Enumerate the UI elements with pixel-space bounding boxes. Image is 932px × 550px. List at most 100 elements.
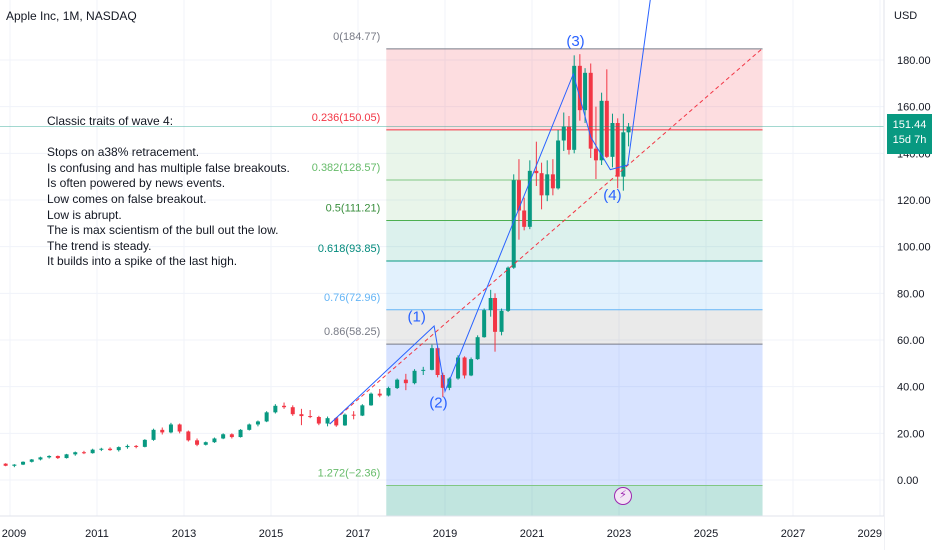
candle [55,455,60,459]
x-tick-label: 2017 [346,528,370,540]
candle-body [527,170,532,227]
candle [610,113,615,168]
candle [3,463,8,467]
candle-body [566,126,571,150]
candle-body [626,126,631,133]
fib-label: 0.76(72.96) [324,292,380,304]
candle [550,159,555,196]
y-tick-label: 40.00 [897,382,925,394]
candle [99,447,104,452]
candle [506,266,511,312]
x-tick-label: 2021 [520,528,544,540]
fib-band [386,344,763,486]
candle [325,416,330,427]
candle [255,420,260,427]
candle-body [81,452,86,454]
candle [177,423,182,434]
candle [522,197,527,231]
note-line: Low comes on false breakout. [47,191,207,206]
candle [556,130,561,190]
candle-body [545,174,550,196]
y-tick-label: 180.00 [897,55,931,67]
candle [462,356,467,379]
candle-body [134,445,139,447]
candle-body [561,126,566,141]
note-line: Stops on a38% retracement. [47,145,200,160]
fib-band [386,309,763,345]
candle [615,118,620,189]
currency-label: USD [894,10,917,22]
candle-body [12,464,17,466]
fib-label: 0.86(58.25) [324,326,380,338]
candle [488,289,493,317]
x-tick-label: 2009 [2,528,26,540]
candle-body [493,298,498,332]
candle-body [55,455,60,459]
candle [482,308,487,338]
candle [186,430,191,442]
candle [308,410,313,419]
candle [351,411,356,420]
x-tick-label: 2029 [858,528,882,540]
note-line: The trend is steady. [47,238,152,253]
candle-body [116,447,121,451]
fib-label: 0.236(150.05) [312,112,381,124]
candle [125,444,130,449]
candle [516,159,521,240]
candle [160,427,165,435]
fib-label: 1.272(−2.36) [318,468,381,480]
candle-body [604,100,609,157]
candle [599,92,604,165]
candle [81,450,86,455]
candle [421,366,426,375]
candle [290,405,295,416]
y-tick-label: 120.00 [897,195,931,207]
candle-body [421,369,426,371]
symbol-title[interactable]: Apple Inc, 1M, NASDAQ [6,9,137,23]
candle-body [599,100,604,161]
last-price-label: 151.44 15d 7h [887,114,932,154]
candle-body [142,439,147,447]
candle-body [47,455,52,458]
candle [583,68,588,123]
candle-body [522,210,527,227]
candle-body [593,148,598,161]
candle-body [377,393,382,396]
fib-band [386,220,763,262]
lightning-icon[interactable]: ⚡ [614,487,632,505]
wave-label: (4) [603,187,621,204]
candle [412,369,417,385]
candle [316,415,321,426]
candle-body [38,457,43,460]
x-tick-label: 2027 [781,528,805,540]
candle-body [177,424,182,432]
candle-body [577,65,582,111]
fib-band [386,180,763,221]
candle-body [342,414,347,426]
candle-body [125,445,130,448]
candle-body [456,357,461,379]
candle [429,344,434,371]
x-tick-label: 2013 [172,528,196,540]
candle-body [90,449,95,454]
candle-body [160,429,165,433]
y-tick-label: 100.00 [897,242,931,254]
candle-body [325,418,330,424]
note-line: Is confusing and has multiple false brea… [47,160,290,175]
candle [475,335,480,360]
fib-retracement: 0(184.77) 0.236(150.05) 0.382(128.57) 0.5(1… [312,31,763,516]
wave-label: (2) [429,395,447,412]
candle-body [229,434,234,438]
candle [577,54,582,121]
candle [203,441,208,446]
candle-body [615,123,620,177]
candle [151,428,156,441]
candle-body [534,170,539,174]
bar-countdown: 15d 7h [892,134,927,146]
trend-line [329,47,763,425]
wave-label: (3) [566,33,584,50]
candle-body [588,72,593,149]
candle-body [429,348,434,370]
candle-body [475,337,480,360]
